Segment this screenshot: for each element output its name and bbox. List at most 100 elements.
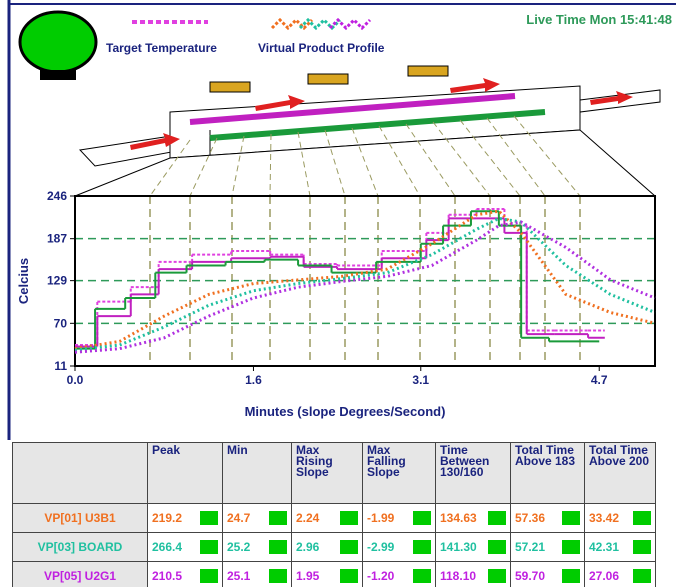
value-cell: 57.21 bbox=[511, 533, 585, 562]
y-tick-label: 129 bbox=[47, 274, 67, 288]
header-cell-text: Max Rising Slope bbox=[296, 443, 333, 479]
value-cell-text: 25.1 bbox=[227, 569, 250, 583]
value-cell: -1.20 bbox=[363, 562, 436, 587]
status-base bbox=[40, 70, 76, 80]
value-cell-text: 210.5 bbox=[152, 569, 182, 583]
header-cell: Total Time Above 200 bbox=[585, 443, 656, 504]
status-square bbox=[340, 569, 358, 583]
status-square bbox=[633, 511, 651, 525]
status-square bbox=[200, 540, 218, 554]
status-square bbox=[340, 511, 358, 525]
value-cell: 141.30 bbox=[436, 533, 511, 562]
value-cell: 25.2 bbox=[223, 533, 292, 562]
value-cell: 24.7 bbox=[223, 504, 292, 533]
value-cell: 33.42 bbox=[585, 504, 656, 533]
header-cell-text: Time Between 130/160 bbox=[440, 443, 489, 479]
value-cell-text: 2.96 bbox=[296, 540, 319, 554]
value-cell: 42.31 bbox=[585, 533, 656, 562]
value-cell: 27.06 bbox=[585, 562, 656, 587]
y-tick-label: 70 bbox=[54, 316, 68, 330]
row-label-text: VP[01] U3B1 bbox=[44, 511, 115, 525]
value-cell-text: 141.30 bbox=[440, 540, 477, 554]
value-cell-text: 1.95 bbox=[296, 569, 319, 583]
y-tick-label: 187 bbox=[47, 232, 67, 246]
y-axis-label: Celcius bbox=[16, 258, 31, 304]
value-cell: 59.70 bbox=[511, 562, 585, 587]
row-label: VP[01] U3B1 bbox=[13, 504, 148, 533]
status-light bbox=[20, 12, 96, 72]
status-square bbox=[562, 511, 580, 525]
status-square bbox=[413, 569, 431, 583]
x-tick-label: 3.1 bbox=[412, 373, 429, 387]
stats-table: Peak Min Max Rising Slope Max Falling Slope… bbox=[12, 442, 656, 587]
value-cell-text: 57.21 bbox=[515, 540, 545, 554]
status-square bbox=[562, 540, 580, 554]
row-label: VP[03] BOARD bbox=[13, 533, 148, 562]
header-cell: Time Between 130/160 bbox=[436, 443, 511, 504]
profile-line bbox=[75, 222, 655, 352]
value-cell-text: 42.31 bbox=[589, 540, 619, 554]
header-cell: Max Rising Slope bbox=[292, 443, 363, 504]
value-cell-text: 2.24 bbox=[296, 511, 319, 525]
row-label: VP[05] U2G1 bbox=[13, 562, 148, 587]
value-cell: 210.5 bbox=[148, 562, 223, 587]
value-cell: -2.99 bbox=[363, 533, 436, 562]
status-square bbox=[340, 540, 358, 554]
y-tick-label: 246 bbox=[47, 189, 67, 203]
value-cell: 2.24 bbox=[292, 504, 363, 533]
value-cell-text: 59.70 bbox=[515, 569, 545, 583]
value-cell-text: 118.10 bbox=[440, 569, 476, 583]
value-cell-text: 134.63 bbox=[440, 511, 477, 525]
value-cell-text: -2.99 bbox=[367, 540, 394, 554]
status-square bbox=[488, 511, 506, 525]
header-cell: Total Time Above 183 bbox=[511, 443, 585, 504]
x-tick-label: 1.6 bbox=[245, 373, 262, 387]
conveyor bbox=[75, 66, 660, 196]
chart-area: Target Temperature Virtual Product Profi… bbox=[0, 0, 676, 440]
value-cell: 25.1 bbox=[223, 562, 292, 587]
header-cell-text: Total Time Above 183 bbox=[515, 443, 575, 468]
value-cell-text: -1.20 bbox=[367, 569, 394, 583]
header-cell bbox=[13, 443, 148, 504]
value-cell-text: -1.99 bbox=[367, 511, 394, 525]
header-cell: Peak bbox=[148, 443, 223, 504]
status-square bbox=[488, 569, 506, 583]
status-square bbox=[562, 569, 580, 583]
legend-label: Virtual Product Profile bbox=[258, 41, 385, 55]
status-square bbox=[200, 569, 218, 583]
status-square bbox=[488, 540, 506, 554]
value-cell-text: 57.36 bbox=[515, 511, 545, 525]
value-cell: 1.95 bbox=[292, 562, 363, 587]
value-cell: 219.2 bbox=[148, 504, 223, 533]
value-cell-text: 25.2 bbox=[227, 540, 250, 554]
value-cell-text: 219.2 bbox=[152, 511, 182, 525]
value-cell-text: 266.4 bbox=[152, 540, 182, 554]
row-label-text: VP[03] BOARD bbox=[38, 540, 123, 554]
header-cell: Max Falling Slope bbox=[363, 443, 436, 504]
value-cell: 57.36 bbox=[511, 504, 585, 533]
value-cell-text: 27.06 bbox=[589, 569, 619, 583]
status-square bbox=[200, 511, 218, 525]
legend-swatch bbox=[330, 20, 370, 28]
screen: {"header":{"live_time":"Live Time Mon 15… bbox=[0, 0, 676, 587]
header-cell-text: Peak bbox=[152, 443, 180, 457]
x-tick-label: 0.0 bbox=[67, 373, 84, 387]
header-cell-text: Max Falling Slope bbox=[367, 443, 406, 479]
value-cell: 118.10 bbox=[436, 562, 511, 587]
legend-label: Target Temperature bbox=[106, 41, 217, 55]
status-square bbox=[269, 569, 287, 583]
x-axis-label: Minutes (slope Degrees/Second) bbox=[245, 404, 446, 419]
status-square bbox=[269, 511, 287, 525]
status-square bbox=[269, 540, 287, 554]
status-square bbox=[633, 540, 651, 554]
status-square bbox=[633, 569, 651, 583]
y-tick-label: 11 bbox=[54, 359, 67, 373]
header-cell: Min bbox=[223, 443, 292, 504]
value-cell: 2.96 bbox=[292, 533, 363, 562]
live-time: Live Time Mon 15:41:48 bbox=[526, 12, 672, 27]
value-cell: -1.99 bbox=[363, 504, 436, 533]
value-cell-text: 24.7 bbox=[227, 511, 250, 525]
value-cell-text: 33.42 bbox=[589, 511, 619, 525]
x-tick-label: 4.7 bbox=[591, 373, 608, 387]
header-cell-text: Min bbox=[227, 443, 248, 457]
